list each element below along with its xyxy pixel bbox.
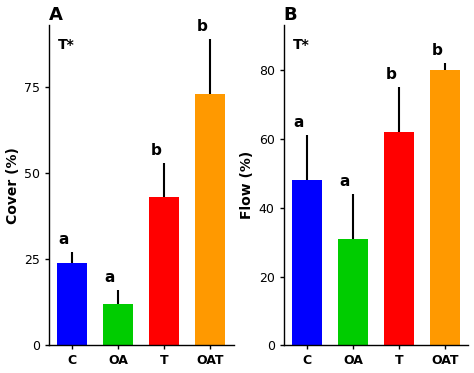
Text: a: a	[293, 115, 303, 130]
Text: T*: T*	[58, 38, 75, 52]
Y-axis label: Flow (%): Flow (%)	[240, 151, 255, 219]
Text: a: a	[58, 232, 69, 247]
Bar	[384, 132, 414, 345]
Bar	[57, 263, 87, 345]
Bar	[103, 304, 133, 345]
Text: B: B	[283, 6, 297, 23]
Bar	[430, 70, 460, 345]
Text: a: a	[339, 174, 350, 189]
Text: b: b	[431, 43, 442, 58]
Bar	[292, 180, 322, 345]
Text: a: a	[104, 270, 115, 285]
Text: A: A	[49, 6, 63, 23]
Bar	[195, 94, 225, 345]
Bar	[149, 197, 179, 345]
Bar	[338, 239, 368, 345]
Text: b: b	[196, 19, 207, 34]
Text: b: b	[385, 67, 396, 82]
Y-axis label: Cover (%): Cover (%)	[6, 147, 19, 224]
Text: T*: T*	[293, 38, 310, 52]
Text: b: b	[150, 143, 161, 158]
